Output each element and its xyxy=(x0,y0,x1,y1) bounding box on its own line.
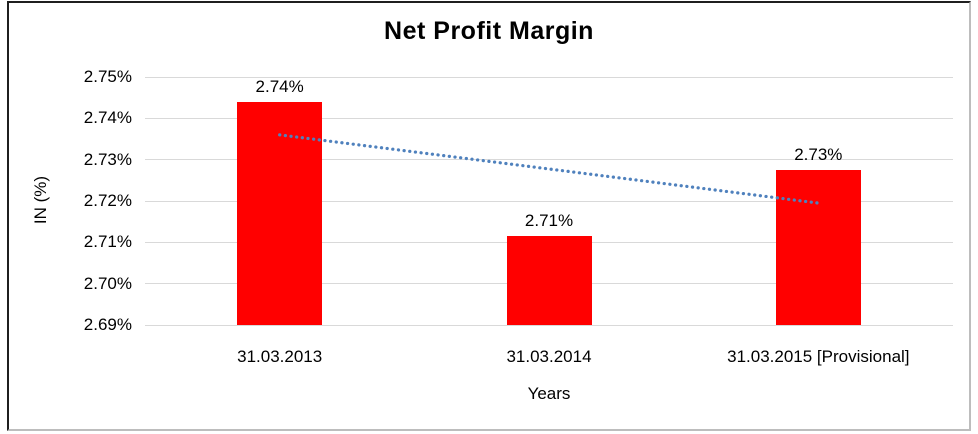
x-tick-label: 31.03.2014 xyxy=(506,347,592,366)
y-tick-label: 2.70% xyxy=(83,273,132,293)
bar xyxy=(506,236,592,325)
bar xyxy=(775,170,861,325)
y-tick-label: 2.74% xyxy=(83,108,132,128)
gridline xyxy=(145,117,953,119)
bar-data-label: 2.71% xyxy=(524,211,574,231)
bar-data-label: 2.73% xyxy=(794,145,843,164)
chart-title: Net Profit Margin xyxy=(384,17,594,45)
gridline xyxy=(145,76,953,78)
y-axis-title: IN (%) xyxy=(31,175,50,225)
y-tick-label: 2.73% xyxy=(83,149,132,169)
x-axis-title: Years xyxy=(527,384,571,403)
y-tick-label: 2.71% xyxy=(83,232,132,252)
y-tick-label: 2.75% xyxy=(83,67,132,86)
trendline xyxy=(278,133,820,205)
x-tick-label: 31.03.2015 [Provisional] xyxy=(727,347,910,366)
gridline xyxy=(145,324,953,326)
y-tick-label: 2.69% xyxy=(83,315,132,334)
y-tick-label: 2.72% xyxy=(83,191,132,210)
bar-data-label: 2.74% xyxy=(255,76,304,96)
x-tick-label: 31.03.2013 xyxy=(237,347,323,366)
bar xyxy=(237,101,323,325)
